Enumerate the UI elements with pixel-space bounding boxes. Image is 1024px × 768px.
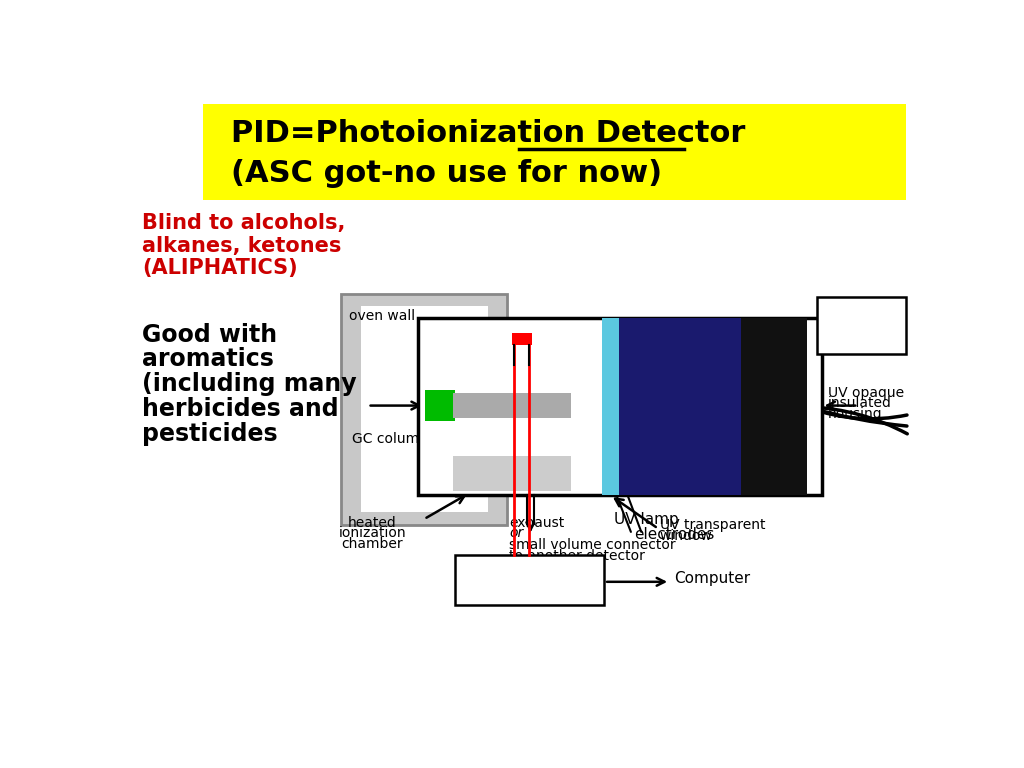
Text: oven wall: oven wall	[348, 309, 415, 323]
FancyBboxPatch shape	[360, 306, 487, 512]
Text: Computer: Computer	[674, 571, 751, 586]
Text: (including many: (including many	[142, 372, 357, 396]
Text: aromatics: aromatics	[142, 347, 274, 372]
Text: PID=Photoionization Detector: PID=Photoionization Detector	[231, 119, 745, 148]
FancyBboxPatch shape	[341, 294, 507, 525]
Text: small volume connector: small volume connector	[509, 538, 676, 552]
FancyBboxPatch shape	[455, 555, 604, 605]
FancyBboxPatch shape	[608, 318, 741, 495]
FancyBboxPatch shape	[512, 333, 531, 346]
FancyBboxPatch shape	[602, 318, 620, 495]
Text: housing: housing	[828, 407, 883, 421]
Text: window: window	[659, 528, 713, 543]
Text: or: or	[509, 526, 523, 541]
FancyBboxPatch shape	[817, 297, 905, 353]
Text: UV opaque: UV opaque	[828, 386, 904, 399]
FancyBboxPatch shape	[454, 456, 570, 492]
FancyBboxPatch shape	[454, 393, 570, 418]
Text: pesticides: pesticides	[142, 422, 278, 446]
Text: UV lamp: UV lamp	[613, 511, 679, 527]
Text: (ALIPHATICS): (ALIPHATICS)	[142, 258, 298, 278]
Text: power: power	[839, 313, 884, 327]
Text: heated: heated	[348, 515, 397, 530]
FancyBboxPatch shape	[425, 390, 455, 421]
Text: alkanes, ketones: alkanes, ketones	[142, 236, 342, 256]
Text: electrometer: electrometer	[482, 567, 577, 581]
FancyBboxPatch shape	[418, 318, 822, 495]
Text: to another detector: to another detector	[509, 549, 645, 563]
FancyBboxPatch shape	[204, 104, 905, 200]
Text: Good with: Good with	[142, 323, 278, 346]
Text: exhaust: exhaust	[509, 515, 564, 530]
Text: insulated: insulated	[828, 396, 892, 410]
Text: (ASC got-no use for now): (ASC got-no use for now)	[231, 159, 663, 187]
Text: GC column: GC column	[352, 432, 428, 446]
Text: UV transparent: UV transparent	[659, 518, 765, 532]
Text: Blind to alcohols,: Blind to alcohols,	[142, 214, 346, 233]
Text: ionization: ionization	[339, 526, 407, 541]
Text: herbicides and: herbicides and	[142, 397, 339, 421]
Text: chamber: chamber	[342, 537, 403, 551]
Text: +       -: + -	[504, 583, 556, 598]
Text: electrodes: electrodes	[634, 527, 715, 542]
Text: supply: supply	[837, 327, 886, 342]
FancyBboxPatch shape	[741, 318, 807, 495]
